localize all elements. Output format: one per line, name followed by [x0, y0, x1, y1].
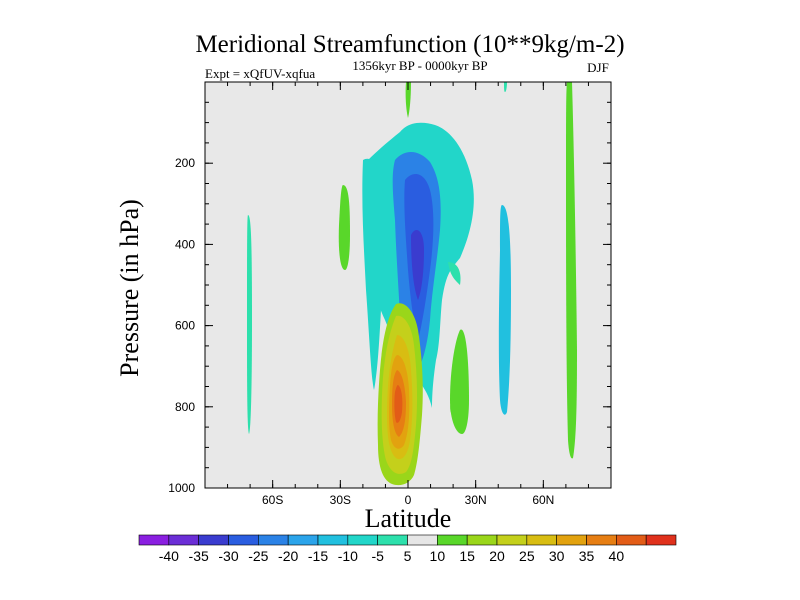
- colorbar-swatch: [168, 534, 199, 546]
- contour-streak-south: [338, 185, 350, 270]
- colorbar-swatch: [228, 534, 259, 546]
- colorbar-label: 5: [404, 548, 412, 564]
- colorbar-label: 10: [430, 548, 446, 564]
- colorbar-label: -15: [308, 548, 328, 564]
- colorbar-label: -35: [189, 548, 209, 564]
- colorbar-label: 20: [489, 548, 505, 564]
- colorbar-swatch: [377, 534, 408, 546]
- colorbar-label: -25: [248, 548, 268, 564]
- colorbar-label: -10: [338, 548, 358, 564]
- x-axis-ticks: 60S 30S 0 30N 60N: [262, 82, 554, 507]
- period-label: 1356kyr BP - 0000kyr BP: [352, 58, 487, 73]
- minor-ticks: [205, 82, 611, 488]
- colorbar-label: 25: [519, 548, 535, 564]
- x-tick-label: 0: [405, 493, 412, 507]
- colorbar-label: -30: [218, 548, 238, 564]
- colorbar-label: 40: [609, 548, 625, 564]
- colorbar-swatch: [198, 534, 229, 546]
- contour-teal-northeast: [448, 262, 461, 285]
- colorbar-label: -20: [278, 548, 298, 564]
- colorbar-swatch: [526, 534, 557, 546]
- y-tick-label: 1000: [168, 481, 195, 495]
- contour-streak-far-south: [247, 215, 252, 434]
- contour-cyan-southwest: [362, 158, 385, 390]
- x-tick-label: 60S: [262, 493, 283, 507]
- contour-streak-north-lower: [450, 390, 460, 416]
- colorbar-swatch: [347, 534, 378, 546]
- x-tick-label: 30S: [330, 493, 351, 507]
- colorbar-swatch: [556, 534, 587, 546]
- x-tick-label: 30N: [465, 493, 487, 507]
- colorbar-swatch: [258, 534, 289, 546]
- colorbar-swatch: [437, 534, 468, 546]
- colorbar-swatch: [496, 534, 528, 546]
- y-tick-label: 600: [175, 319, 195, 333]
- contour-streak-top: [405, 82, 411, 118]
- colorbar-swatch: [586, 534, 617, 546]
- chart-title: Meridional Streamfunction (10**9kg/m-2): [195, 31, 624, 58]
- x-tick-label: 60N: [532, 493, 554, 507]
- season-label: DJF: [587, 60, 609, 75]
- colorbar-label: -5: [371, 548, 384, 564]
- colorbar-swatch: [407, 534, 438, 546]
- colorbar-label: 35: [579, 548, 595, 564]
- y-tick-label: 200: [175, 156, 195, 170]
- colorbar: -40 -35 -30 -25 -20 -15 -10 -5 5 10 15 20 25 30 35 40: [138, 534, 677, 564]
- experiment-label: Expt = xQfUV-xqfua: [205, 66, 315, 81]
- colorbar-swatch: [645, 534, 677, 546]
- colorbar-swatch: [466, 534, 498, 546]
- y-axis-label: Pressure (in hPa): [115, 199, 144, 377]
- colorbar-swatch: [287, 534, 319, 546]
- colorbar-swatch: [616, 534, 647, 546]
- colorbar-label: 15: [459, 548, 475, 564]
- contour-blue-core: [411, 230, 424, 300]
- colorbar-swatch: [317, 534, 349, 546]
- contour-teal-east: [498, 205, 511, 415]
- contour-positive-35: [394, 385, 403, 423]
- colorbar-label: 30: [549, 548, 565, 564]
- y-tick-label: 400: [175, 237, 195, 251]
- contour-streak-top-north: [504, 82, 507, 92]
- colorbar-swatch: [138, 534, 170, 546]
- x-axis-label: Latitude: [365, 504, 452, 533]
- colorbar-label: -40: [159, 548, 179, 564]
- contour-streak-far-north: [566, 82, 577, 459]
- plot-area: 60S 30S 0 30N 60N 200 400 600 800 1000: [168, 81, 612, 507]
- contour-fields: [247, 82, 577, 486]
- y-tick-label: 800: [175, 400, 195, 414]
